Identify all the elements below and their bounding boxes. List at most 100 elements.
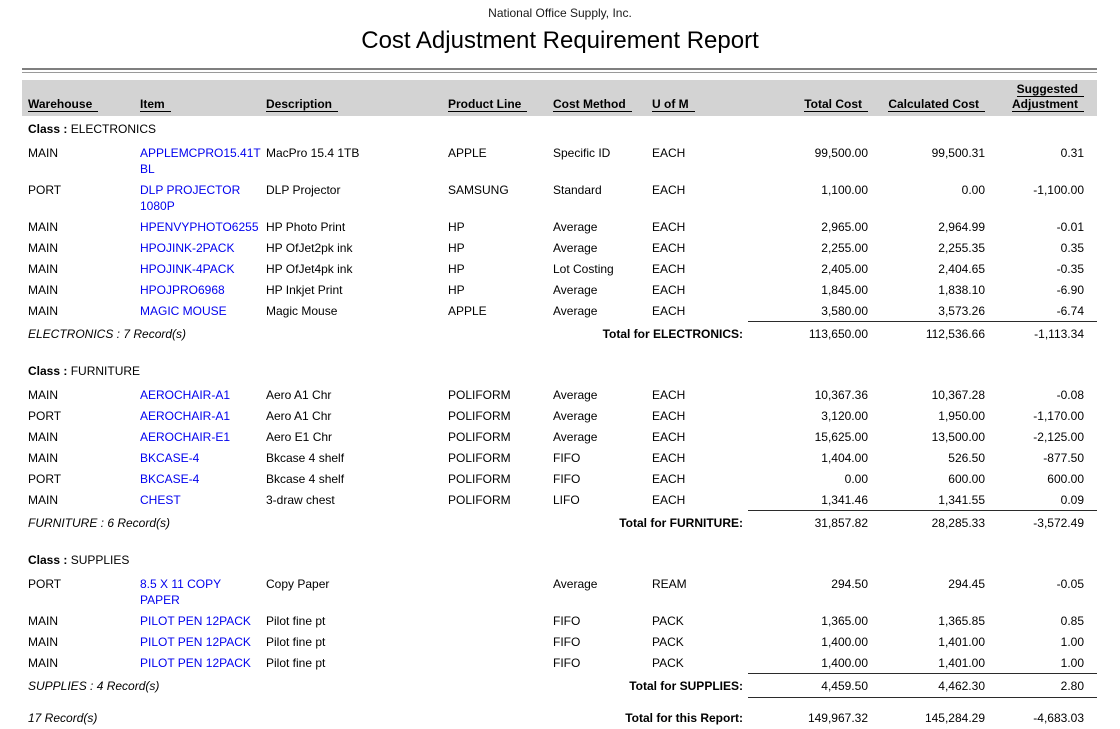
- table-row: MAIN HPOJPRO6968 HP Inkjet Print HP Aver…: [22, 279, 1097, 300]
- cell-total-cost: 1,845.00: [748, 279, 868, 300]
- item-link[interactable]: MAGIC MOUSE: [140, 304, 227, 318]
- cell-cost-method: LIFO: [553, 489, 652, 511]
- cell-product-line: [448, 631, 553, 652]
- item-link[interactable]: 8.5 X 11 COPY PAPER: [140, 577, 221, 607]
- item-link[interactable]: HPOJINK-2PACK: [140, 241, 234, 255]
- group-record-count: ELECTRONICS : 7 Record(s): [22, 322, 448, 346]
- table-row: MAIN MAGIC MOUSE Magic Mouse APPLE Avera…: [22, 300, 1097, 322]
- cell-total-cost: 3,580.00: [748, 300, 868, 322]
- cell-adjustment: -1,100.00: [985, 179, 1097, 216]
- cell-cost-method: FIFO: [553, 610, 652, 631]
- cell-product-line: POLIFORM: [448, 405, 553, 426]
- cell-uom: PACK: [652, 631, 748, 652]
- item-link[interactable]: AEROCHAIR-A1: [140, 409, 230, 423]
- cell-item: AEROCHAIR-E1: [140, 426, 266, 447]
- group-record-count: FURNITURE : 6 Record(s): [22, 511, 448, 535]
- col-header-total-cost: Total Cost: [748, 80, 868, 116]
- col-header-uom: U of M: [652, 80, 748, 116]
- table-row: PORT DLP PROJECTOR 1080P DLP Projector S…: [22, 179, 1097, 216]
- class-name: FURNITURE: [71, 364, 140, 378]
- cell-warehouse: MAIN: [22, 631, 140, 652]
- group-total-label: Total for SUPPLIES:: [448, 674, 748, 698]
- cell-uom: EACH: [652, 279, 748, 300]
- cell-calculated-cost: 2,964.99: [868, 216, 985, 237]
- cell-product-line: POLIFORM: [448, 468, 553, 489]
- cell-total-cost: 2,965.00: [748, 216, 868, 237]
- cell-total-cost: 10,367.36: [748, 384, 868, 405]
- cell-calculated-cost: 2,404.65: [868, 258, 985, 279]
- class-label: Class :: [28, 122, 67, 136]
- cell-description: HP OfJet4pk ink: [266, 258, 448, 279]
- report-calculated-cost: 145,284.29: [868, 698, 985, 729]
- item-link[interactable]: HPENVYPHOTO6255: [140, 220, 259, 234]
- cell-adjustment: -0.01: [985, 216, 1097, 237]
- col-header-description: Description: [266, 80, 448, 116]
- cell-description: Aero E1 Chr: [266, 426, 448, 447]
- cell-adjustment: 0.09: [985, 489, 1097, 511]
- cell-total-cost: 3,120.00: [748, 405, 868, 426]
- cell-adjustment: 600.00: [985, 468, 1097, 489]
- cell-description: Pilot fine pt: [266, 631, 448, 652]
- cell-adjustment: 0.85: [985, 610, 1097, 631]
- cell-item: BKCASE-4: [140, 468, 266, 489]
- cell-total-cost: 2,255.00: [748, 237, 868, 258]
- cell-description: Bkcase 4 shelf: [266, 468, 448, 489]
- cell-cost-method: Average: [553, 237, 652, 258]
- report-total-label: Total for this Report:: [448, 698, 748, 729]
- group-total-row-electronics: ELECTRONICS : 7 Record(s) Total for ELEC…: [22, 322, 1097, 346]
- item-link[interactable]: BKCASE-4: [140, 472, 199, 486]
- cell-cost-method: Average: [553, 279, 652, 300]
- cell-calculated-cost: 294.45: [868, 573, 985, 610]
- cell-uom: EACH: [652, 237, 748, 258]
- item-link[interactable]: HPOJPRO6968: [140, 283, 225, 297]
- cell-item: PILOT PEN 12PACK: [140, 610, 266, 631]
- cell-cost-method: Lot Costing: [553, 258, 652, 279]
- cell-warehouse: MAIN: [22, 237, 140, 258]
- cell-item: HPENVYPHOTO6255: [140, 216, 266, 237]
- cell-cost-method: Average: [553, 216, 652, 237]
- group-adjustment: -3,572.49: [985, 511, 1097, 535]
- table-row: MAIN PILOT PEN 12PACK Pilot fine pt FIFO…: [22, 631, 1097, 652]
- col-header-item: Item: [140, 80, 266, 116]
- item-link[interactable]: BKCASE-4: [140, 451, 199, 465]
- cell-item: PILOT PEN 12PACK: [140, 652, 266, 674]
- group-record-count: SUPPLIES : 4 Record(s): [22, 674, 448, 698]
- item-link[interactable]: PILOT PEN 12PACK: [140, 635, 251, 649]
- cell-uom: EACH: [652, 384, 748, 405]
- cell-item: HPOJPRO6968: [140, 279, 266, 300]
- cell-uom: PACK: [652, 610, 748, 631]
- item-link[interactable]: AEROCHAIR-E1: [140, 430, 230, 444]
- item-link[interactable]: DLP PROJECTOR 1080P: [140, 183, 240, 213]
- item-link[interactable]: AEROCHAIR-A1: [140, 388, 230, 402]
- item-link[interactable]: APPLEMCPRO15.41TBL: [140, 146, 261, 176]
- cell-total-cost: 294.50: [748, 573, 868, 610]
- cell-uom: EACH: [652, 468, 748, 489]
- cell-calculated-cost: 3,573.26: [868, 300, 985, 322]
- cell-warehouse: PORT: [22, 573, 140, 610]
- cell-item: DLP PROJECTOR 1080P: [140, 179, 266, 216]
- cell-adjustment: 1.00: [985, 631, 1097, 652]
- cell-description: Bkcase 4 shelf: [266, 447, 448, 468]
- cell-product-line: POLIFORM: [448, 426, 553, 447]
- item-link[interactable]: PILOT PEN 12PACK: [140, 614, 251, 628]
- cell-product-line: [448, 573, 553, 610]
- class-name: ELECTRONICS: [71, 122, 156, 136]
- table-row: MAIN AEROCHAIR-A1 Aero A1 Chr POLIFORM A…: [22, 384, 1097, 405]
- cell-calculated-cost: 2,255.35: [868, 237, 985, 258]
- item-link[interactable]: PILOT PEN 12PACK: [140, 656, 251, 670]
- cell-total-cost: 1,365.00: [748, 610, 868, 631]
- cell-item: 8.5 X 11 COPY PAPER: [140, 573, 266, 610]
- cell-description: Aero A1 Chr: [266, 384, 448, 405]
- group-calculated-cost: 4,462.30: [868, 674, 985, 698]
- cell-cost-method: FIFO: [553, 468, 652, 489]
- item-link[interactable]: HPOJINK-4PACK: [140, 262, 234, 276]
- report-table: Warehouse Item Description Product Line …: [22, 80, 1097, 729]
- cell-cost-method: Average: [553, 426, 652, 447]
- class-header-furniture: Class : FURNITURE: [22, 345, 1097, 384]
- cell-description: Pilot fine pt: [266, 610, 448, 631]
- cell-item: AEROCHAIR-A1: [140, 384, 266, 405]
- col-header-suggested-adjustment: Suggested Adjustment: [985, 80, 1097, 116]
- cell-warehouse: MAIN: [22, 426, 140, 447]
- cell-description: Aero A1 Chr: [266, 405, 448, 426]
- item-link[interactable]: CHEST: [140, 493, 181, 507]
